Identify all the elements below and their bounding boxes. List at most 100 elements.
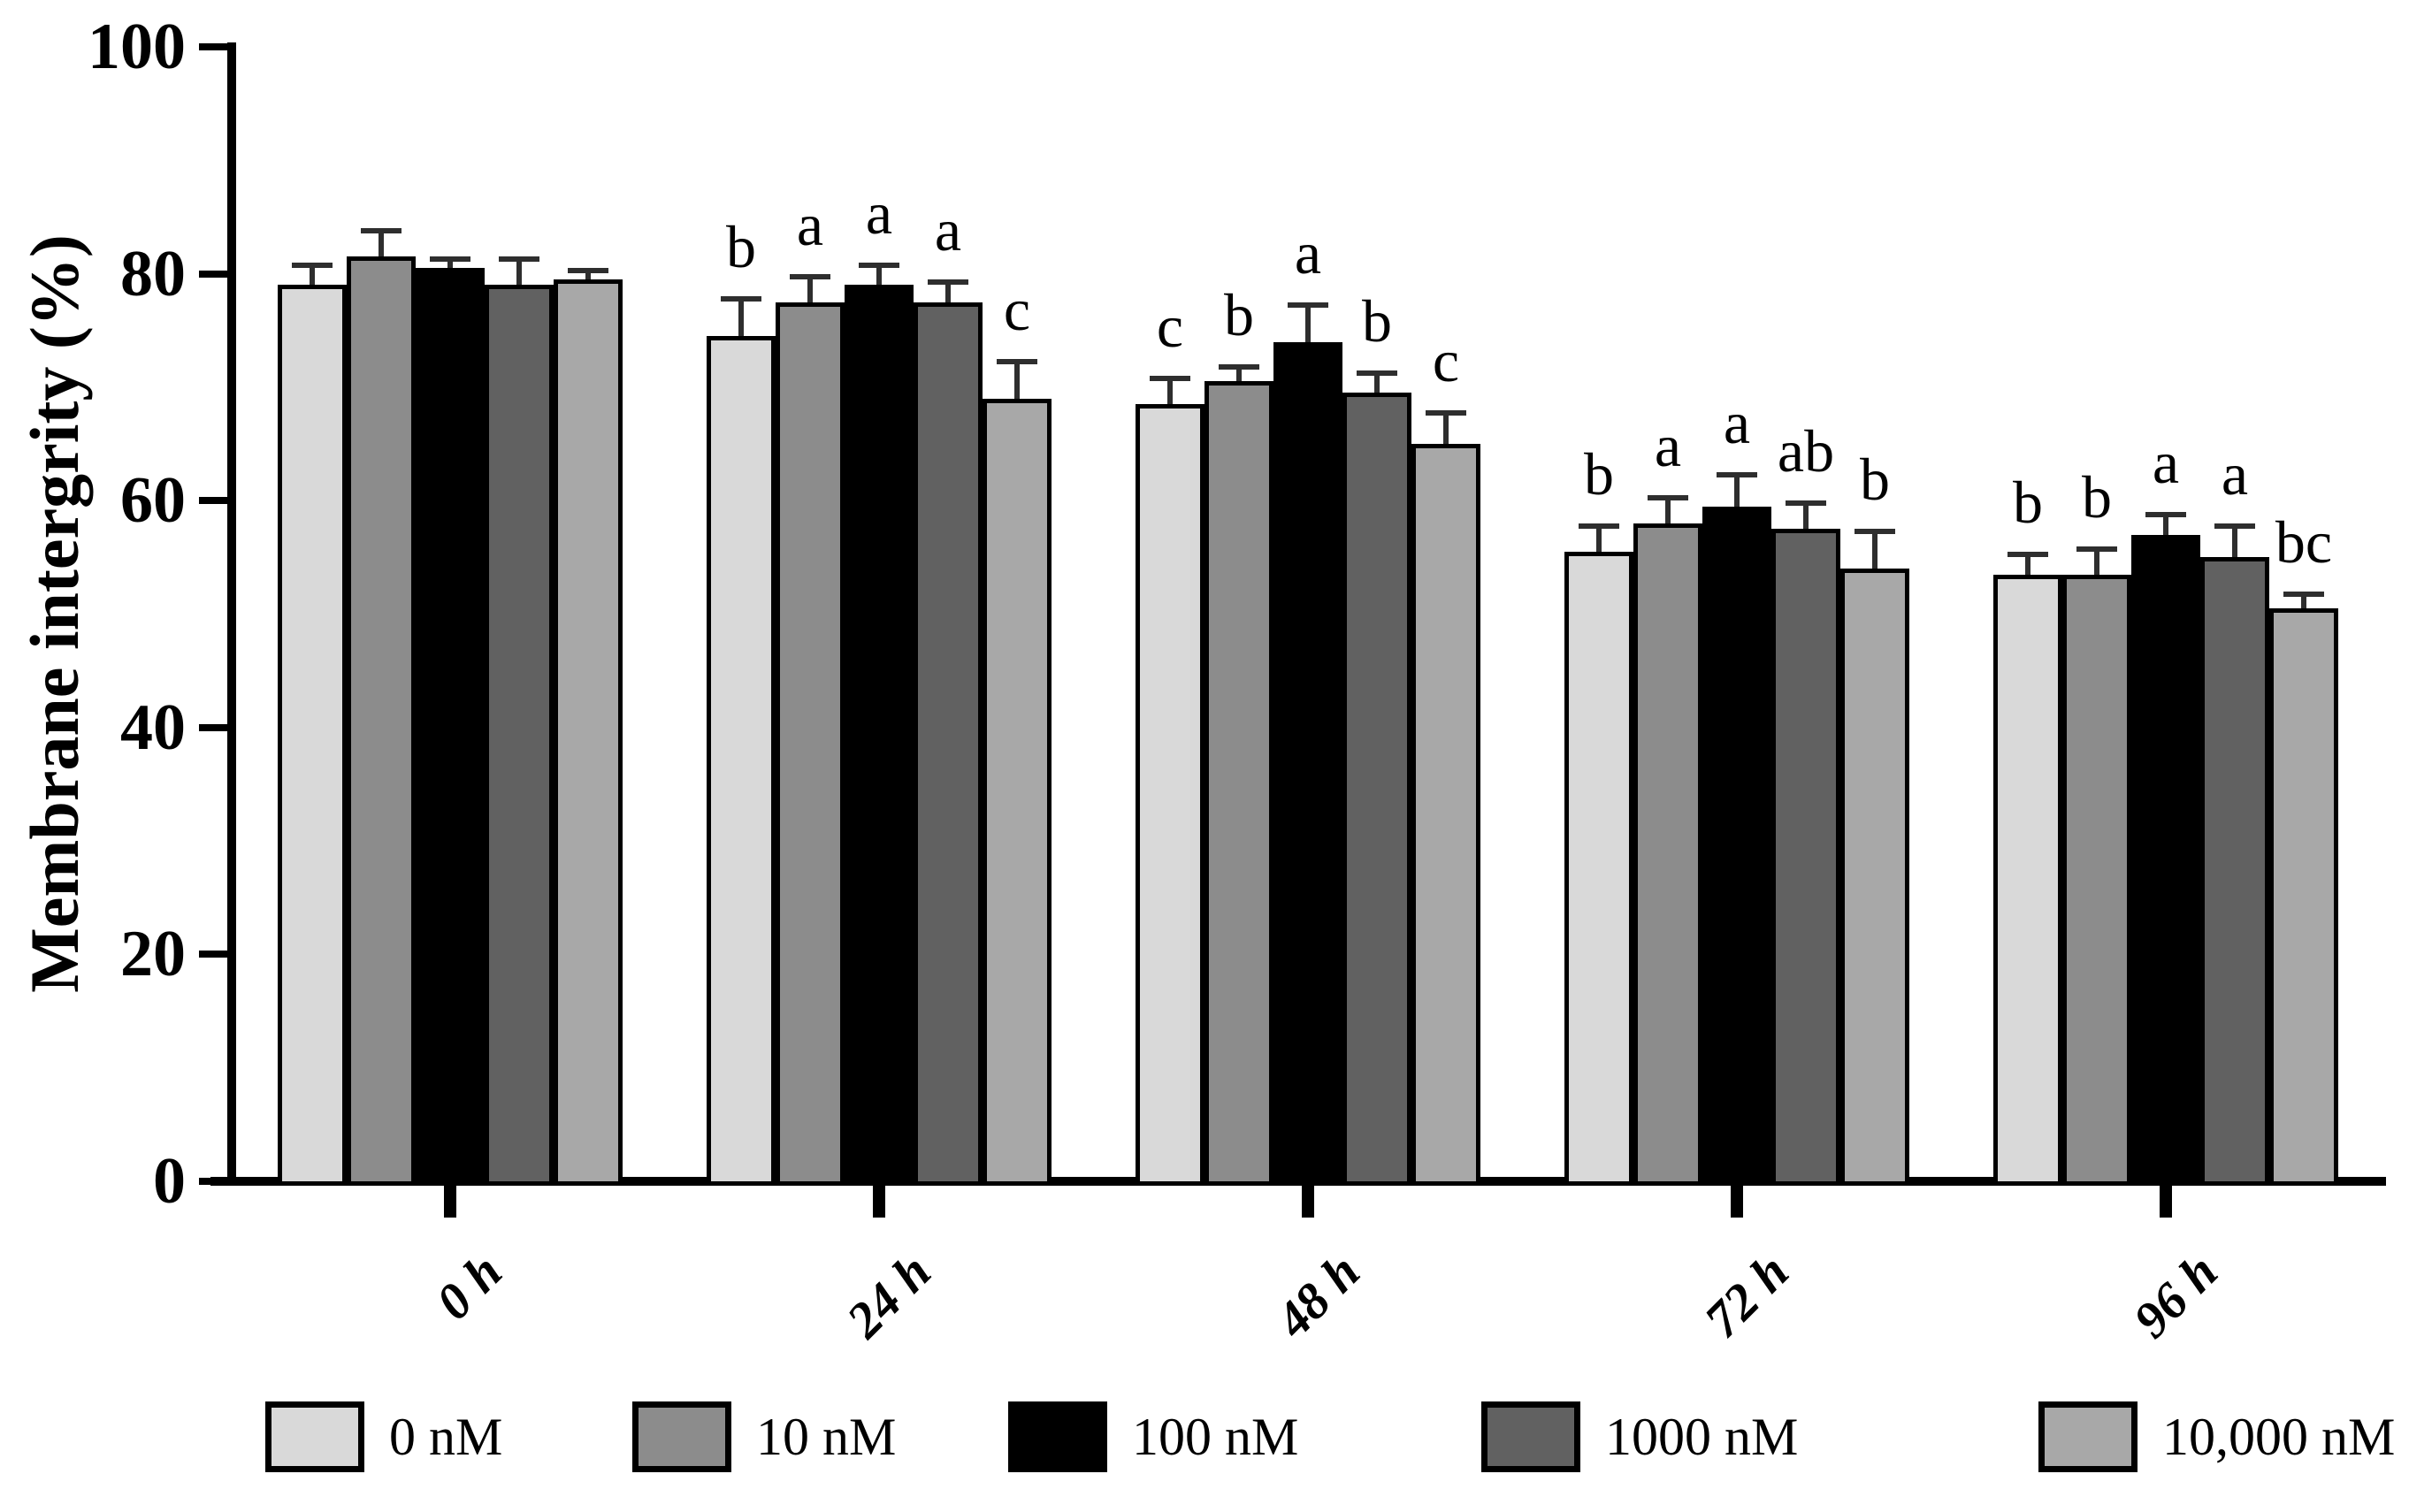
legend-item-1000nM: 1000 nM <box>1481 1401 1798 1472</box>
significance-letter: a <box>796 190 824 258</box>
x-tick-mark <box>1731 1186 1743 1218</box>
y-tick-label: 40 <box>120 691 186 764</box>
x-tick-mark <box>2160 1186 2172 1218</box>
error-bar-stem <box>1443 409 1449 445</box>
bar-0nM-0h <box>278 285 347 1186</box>
error-bar-cap <box>721 296 761 302</box>
error-bar-cap <box>1357 370 1397 376</box>
error-bar-cap <box>361 228 402 234</box>
error-bar-stem <box>2163 512 2168 535</box>
error-bar-stem <box>1236 364 1242 382</box>
legend-item-10000nM: 10,000 nM <box>2038 1401 2395 1472</box>
bar-100nM-48h <box>1273 341 1342 1186</box>
legend-item-0nM: 0 nM <box>265 1401 502 1472</box>
y-tick-mark <box>199 497 227 505</box>
significance-letter: a <box>865 179 893 247</box>
error-bar-cap <box>430 256 470 263</box>
significance-letter: b <box>1860 446 1890 514</box>
legend-item-100nM: 100 nM <box>1008 1401 1298 1472</box>
error-bar-stem <box>1734 472 1740 507</box>
error-bar-cap <box>1426 409 1466 416</box>
bar-10000nM-24h <box>983 398 1052 1186</box>
error-bar-cap <box>1288 302 1328 308</box>
significance-letter: a <box>934 196 962 263</box>
legend-swatch <box>2038 1401 2138 1472</box>
bar-100nM-24h <box>845 285 914 1186</box>
y-tick-label: 100 <box>88 11 186 83</box>
x-tick-label: 0 h <box>424 1242 514 1331</box>
x-tick-label: 24 h <box>836 1242 943 1349</box>
y-tick-label: 0 <box>153 1145 186 1218</box>
error-bar-stem <box>310 262 315 286</box>
legend-label: 0 nM <box>389 1408 503 1466</box>
error-bar-cap <box>568 268 608 274</box>
y-axis-line <box>227 42 236 1186</box>
bar-10nM-96h <box>2062 574 2131 1186</box>
error-bar-stem <box>585 268 591 279</box>
legend-swatch <box>265 1401 364 1472</box>
error-bar-stem <box>1167 376 1173 405</box>
y-tick-mark <box>199 270 227 278</box>
error-bar-cap <box>928 279 968 285</box>
significance-letter: c <box>1156 293 1184 361</box>
bar-10nM-0h <box>347 256 416 1186</box>
error-bar-stem <box>945 279 951 302</box>
significance-letter: a <box>2221 439 2249 508</box>
significance-letter: a <box>2152 429 2180 497</box>
bar-0nM-48h <box>1136 404 1204 1186</box>
x-tick-label: 72 h <box>1694 1242 1801 1349</box>
bar-1000nM-0h <box>485 285 554 1186</box>
error-bar-stem <box>738 296 744 337</box>
error-bar-cap <box>997 358 1037 364</box>
bar-100nM-0h <box>416 268 485 1186</box>
bar-0nM-24h <box>707 336 776 1186</box>
error-bar-stem <box>2025 551 2030 575</box>
error-bar-stem <box>1665 494 1671 523</box>
legend-item-10nM: 10 nM <box>632 1401 896 1472</box>
legend-swatch <box>1481 1401 1580 1472</box>
y-tick-mark <box>199 1178 227 1185</box>
error-bar-cap <box>1219 364 1259 370</box>
error-bar-cap <box>2214 523 2255 529</box>
significance-letter: bc <box>2275 508 2333 576</box>
error-bar-stem <box>2232 523 2237 558</box>
bar-10000nM-0h <box>554 279 623 1186</box>
significance-letter: b <box>2082 462 2112 531</box>
error-bar-stem <box>516 256 522 286</box>
y-tick-mark <box>199 723 227 731</box>
x-tick-mark <box>444 1186 456 1218</box>
bar-100nM-96h <box>2131 534 2200 1186</box>
bar-10nM-48h <box>1204 381 1273 1186</box>
significance-letter: ab <box>1777 417 1835 485</box>
error-bar-cap <box>2076 546 2117 552</box>
bar-1000nM-96h <box>2200 557 2269 1186</box>
significance-letter: a <box>1654 411 1682 479</box>
x-tick-mark <box>873 1186 885 1218</box>
bar-1000nM-24h <box>914 302 983 1186</box>
y-tick-mark <box>199 951 227 958</box>
error-bar-cap <box>1717 472 1757 478</box>
y-axis-title: Membrane intergrity (%) <box>16 234 93 993</box>
error-bar-stem <box>807 273 813 302</box>
error-bar-cap <box>2145 512 2186 518</box>
error-bar-cap <box>1150 376 1190 382</box>
legend-label: 100 nM <box>1132 1408 1299 1466</box>
y-tick-label: 60 <box>120 464 186 538</box>
bar-0nM-96h <box>1993 574 2062 1186</box>
significance-letter: b <box>1584 439 1614 508</box>
error-bar-stem <box>2094 546 2099 575</box>
error-bar-cap <box>790 273 830 279</box>
error-bar-cap <box>1786 500 1826 507</box>
error-bar-stem <box>1596 523 1602 552</box>
bar-1000nM-72h <box>1771 529 1840 1186</box>
significance-letter: b <box>1224 281 1254 349</box>
bar-10nM-72h <box>1633 523 1702 1186</box>
error-bar-cap <box>1579 523 1619 529</box>
legend-label: 1000 nM <box>1605 1408 1799 1466</box>
y-tick-label: 20 <box>120 918 186 991</box>
x-tick-label: 96 h <box>2122 1242 2229 1349</box>
bar-10000nM-48h <box>1411 444 1480 1186</box>
legend-swatch <box>1008 1401 1107 1472</box>
y-tick-mark <box>199 43 227 50</box>
